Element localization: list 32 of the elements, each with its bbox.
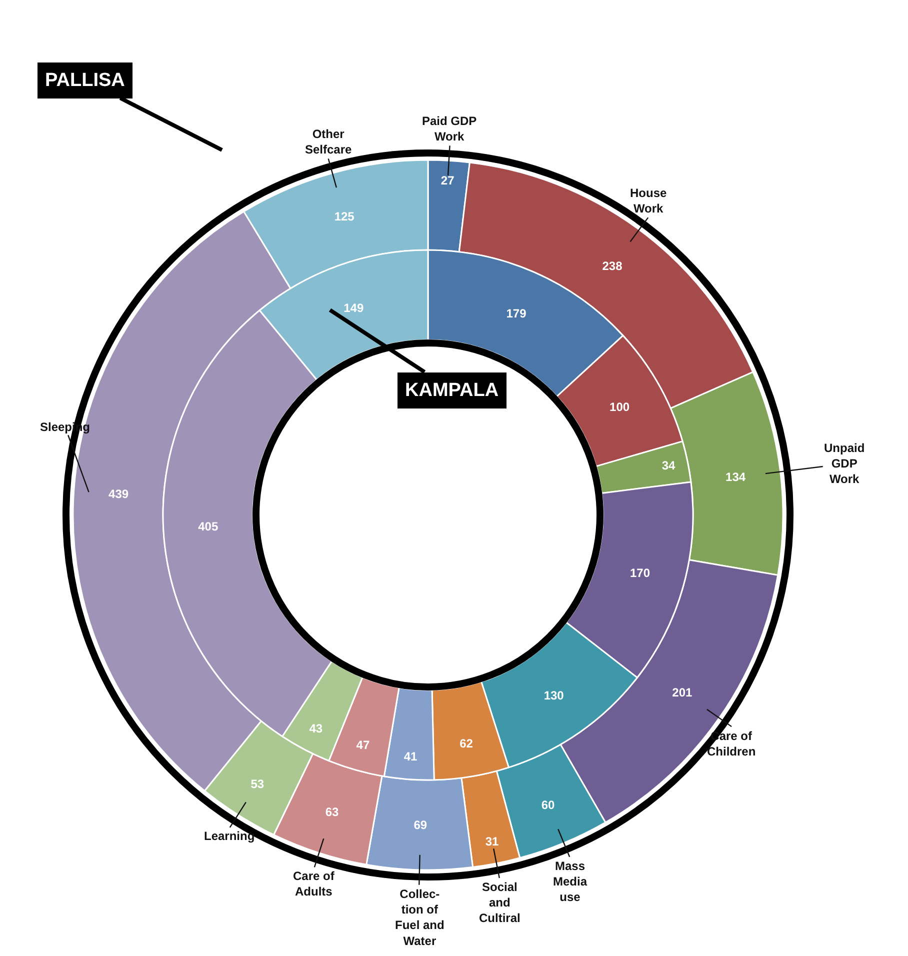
slice-label: Paid GDP Work: [422, 114, 477, 144]
data-label: 170: [630, 566, 650, 580]
data-label: 31: [485, 834, 499, 848]
data-label: 62: [460, 736, 474, 751]
slice-label: Unpaid GDP Work: [824, 441, 865, 486]
data-label: 238: [602, 258, 623, 273]
data-label: 130: [544, 688, 564, 702]
slice-label: Social and Cultiral: [479, 880, 520, 926]
data-label: 53: [250, 776, 264, 791]
data-label: 149: [344, 300, 364, 315]
data-label: 41: [404, 749, 418, 764]
data-label: 43: [309, 722, 323, 736]
data-label: 405: [198, 520, 218, 534]
data-label: 134: [726, 470, 746, 484]
data-label: 34: [662, 458, 676, 472]
data-label: 100: [610, 400, 630, 414]
slice-label: House Work: [630, 186, 667, 216]
data-label: 60: [541, 798, 556, 812]
slice-label: Mass Media use: [553, 859, 588, 904]
slice-label: PALLISA: [45, 70, 126, 91]
data-label: 47: [356, 738, 370, 752]
slice-label: KAMPALA: [405, 380, 499, 401]
data-label: 439: [108, 487, 129, 502]
data-label: 179: [506, 306, 527, 321]
data-label: 69: [414, 818, 428, 832]
slice-label: Other Selfcare: [305, 127, 352, 157]
data-label: 27: [440, 173, 455, 188]
data-label: 63: [325, 805, 340, 820]
slice-label: Care of Adults: [293, 869, 336, 899]
data-label: 201: [672, 685, 692, 700]
data-label: 125: [334, 209, 355, 224]
slice-label: Collec- tion of Fuel and Water: [395, 887, 444, 948]
